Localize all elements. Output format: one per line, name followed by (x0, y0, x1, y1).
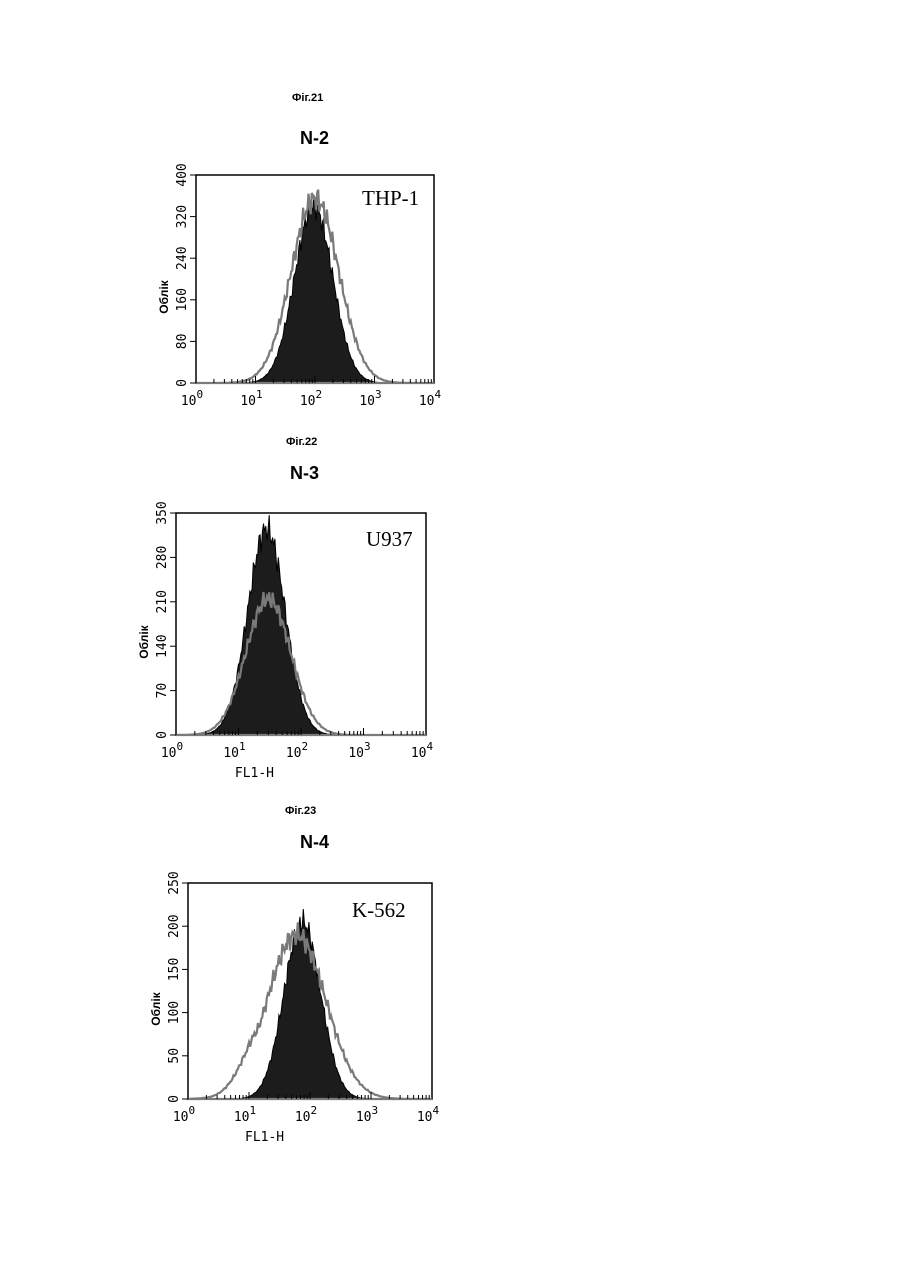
x-tick-label: 102 (295, 1104, 317, 1125)
x-tick-label: 103 (356, 1104, 378, 1125)
cell-line-annotation: K-562 (352, 898, 406, 922)
x-tick-label: 100 (173, 1104, 195, 1125)
y-axis-label: Облік (149, 991, 163, 1025)
y-tick-label: 200 (167, 914, 182, 937)
histogram-filled-series (188, 909, 432, 1099)
y-tick-label: 150 (167, 958, 182, 981)
y-tick-label: 100 (167, 1001, 182, 1024)
y-tick-label: 250 (167, 871, 182, 894)
x-tick-label: 104 (417, 1104, 440, 1125)
y-tick-label: 50 (167, 1048, 182, 1064)
x-tick-label: 101 (234, 1104, 256, 1125)
y-tick-label: 0 (167, 1095, 182, 1103)
x-axis-label: FL1-H (245, 1130, 284, 1145)
